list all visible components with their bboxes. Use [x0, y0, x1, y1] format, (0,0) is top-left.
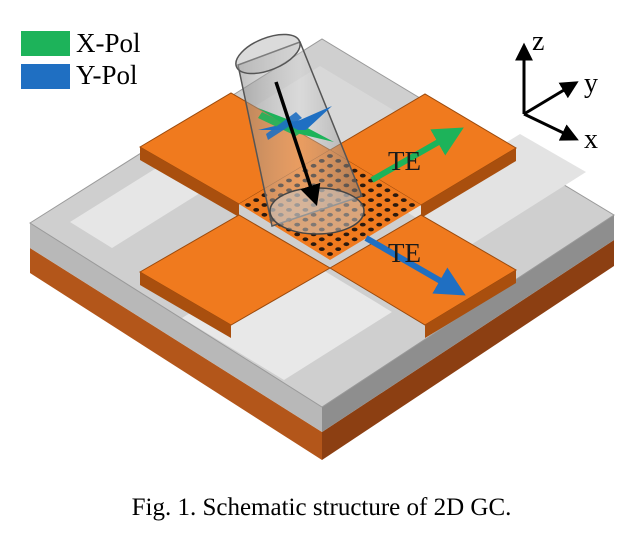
grating-hole — [335, 247, 342, 252]
grating-hole — [302, 237, 309, 242]
grating-hole — [368, 217, 374, 222]
grating-hole — [351, 227, 358, 232]
grating-hole — [400, 198, 407, 203]
grating-hole — [310, 242, 317, 247]
fiber-icon — [235, 33, 365, 235]
axis-label-y: y — [584, 68, 598, 99]
grating-hole — [245, 203, 251, 207]
grating-hole — [368, 208, 374, 212]
legend-label-y-pol: Y-Pol — [76, 60, 138, 90]
grating-hole — [359, 232, 366, 237]
substrate-layer — [30, 240, 614, 460]
grating-hole — [343, 242, 350, 247]
grating-hole — [376, 193, 383, 198]
grating-hole — [359, 222, 366, 227]
grating-hole — [253, 198, 260, 203]
grating-hole — [384, 208, 391, 212]
grating-hole — [368, 188, 374, 193]
axis-triad-icon: z y x — [515, 26, 598, 155]
grating-hole — [327, 252, 333, 256]
figure-caption: Fig. 1. Schematic structure of 2D GC. — [131, 494, 512, 521]
grating-hole — [253, 208, 260, 212]
grating-hole — [318, 247, 325, 252]
grating-hole — [384, 198, 391, 203]
grating-hole — [368, 198, 374, 203]
grating-hole — [376, 222, 383, 227]
axis-label-x: x — [584, 124, 598, 155]
legend-swatch-x-pol — [21, 31, 70, 56]
grating-hole — [392, 203, 399, 207]
te-label-bottom: TE — [388, 238, 421, 268]
grating-hole — [327, 242, 333, 247]
grating-hole — [343, 232, 350, 237]
te-arrow-y — [364, 235, 466, 296]
grating-hole — [392, 193, 399, 198]
grating-hole — [376, 203, 383, 207]
grating-hole — [368, 227, 374, 232]
te-arrow-x — [370, 127, 464, 183]
grating-hole — [376, 212, 383, 217]
grating-hole — [359, 183, 366, 188]
grating-hole — [384, 217, 391, 222]
legend: X-Pol Y-Pol — [21, 28, 141, 90]
grating-hole — [335, 237, 342, 242]
grating-hole — [384, 188, 391, 193]
grating-hole — [294, 232, 301, 237]
grating-hole — [400, 208, 407, 212]
grating-hole — [376, 183, 383, 188]
grating-hole — [359, 173, 366, 178]
te-label-top: TE — [388, 146, 421, 176]
incident-arrow — [274, 81, 321, 206]
legend-swatch-y-pol — [21, 64, 70, 89]
grating-hole — [261, 212, 268, 217]
grating-hole — [318, 237, 325, 242]
axis-label-z: z — [532, 26, 544, 57]
grating-hole — [351, 237, 358, 242]
grating-hole — [409, 203, 415, 207]
grating-hole — [261, 203, 268, 207]
legend-label-x-pol: X-Pol — [76, 28, 141, 58]
grating-hole — [351, 168, 358, 173]
grating-hole — [392, 212, 399, 217]
